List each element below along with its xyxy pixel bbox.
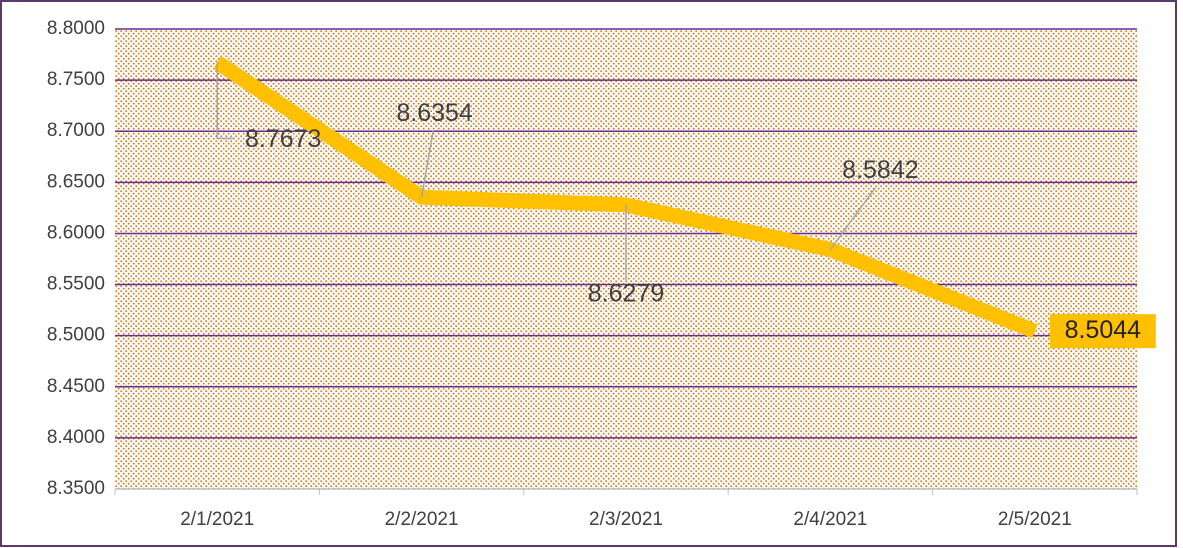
y-tick-label: 8.5000 xyxy=(47,325,105,346)
y-tick-label: 8.4500 xyxy=(47,376,105,397)
data-label-box xyxy=(1049,314,1156,349)
data-label: 8.6279 xyxy=(588,280,664,308)
data-label: 8.5044 xyxy=(1065,316,1142,344)
y-tick-label: 8.8000 xyxy=(47,18,105,39)
x-tick-label: 2/4/2021 xyxy=(793,509,867,530)
x-tick-label: 2/1/2021 xyxy=(180,509,254,530)
data-label: 8.7673 xyxy=(245,125,321,153)
y-tick-label: 8.7000 xyxy=(47,120,105,141)
leader-line xyxy=(829,187,877,251)
y-tick-label: 8.3500 xyxy=(47,478,105,499)
y-tick-label: 8.4000 xyxy=(47,427,105,448)
x-tick-label: 2/2/2021 xyxy=(385,509,459,530)
leader-line xyxy=(216,62,236,140)
x-tick-label: 2/3/2021 xyxy=(589,509,663,530)
y-tick-label: 8.7500 xyxy=(47,69,105,90)
x-tick-label: 2/5/2021 xyxy=(998,509,1072,530)
y-tick-label: 8.6000 xyxy=(47,222,105,243)
y-tick-label: 8.6500 xyxy=(47,171,105,192)
leader-line xyxy=(420,130,435,198)
data-label: 8.5842 xyxy=(842,156,918,184)
data-label: 8.6354 xyxy=(396,99,473,127)
y-tick-label: 8.5500 xyxy=(47,274,105,295)
